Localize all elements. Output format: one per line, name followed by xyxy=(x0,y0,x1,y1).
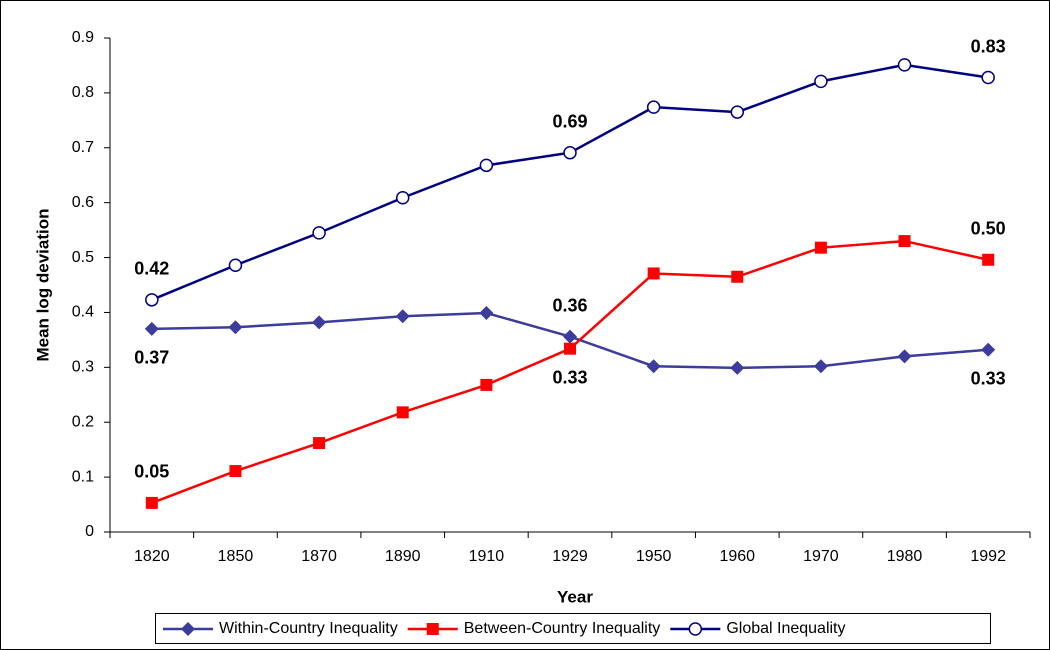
x-tick-label: 1820 xyxy=(134,548,170,565)
x-tick-label: 1992 xyxy=(970,548,1006,565)
marker xyxy=(688,622,703,636)
marker xyxy=(897,58,912,72)
marker xyxy=(563,329,577,344)
marker xyxy=(813,359,828,374)
y-tick-label: 0.6 xyxy=(72,194,94,211)
marker xyxy=(426,623,439,635)
plot-area xyxy=(110,38,1030,532)
marker xyxy=(731,270,744,283)
legend xyxy=(155,613,991,644)
data-label: 0.33 xyxy=(552,367,587,387)
marker xyxy=(564,342,576,355)
marker xyxy=(313,437,326,450)
data-label: 0.50 xyxy=(971,219,1006,239)
marker xyxy=(181,622,195,636)
data-label: 0.33 xyxy=(971,369,1006,389)
marker xyxy=(982,253,995,266)
data-label: 0.37 xyxy=(134,348,169,368)
data-label: 0.36 xyxy=(552,295,587,315)
x-tick-label: 1870 xyxy=(301,548,337,565)
marker xyxy=(145,496,158,509)
y-tick-label: 0.5 xyxy=(72,249,94,266)
x-tick-label: 1850 xyxy=(218,548,254,565)
x-tick-label: 1929 xyxy=(552,548,588,565)
marker xyxy=(228,320,243,335)
marker xyxy=(646,100,661,114)
legend-label: Global Inequality xyxy=(726,620,845,637)
marker xyxy=(981,342,996,357)
y-tick-label: 0.3 xyxy=(72,359,94,376)
y-tick-label: 0 xyxy=(85,523,94,540)
marker xyxy=(814,74,828,89)
data-label: 0.69 xyxy=(552,111,587,131)
marker xyxy=(897,349,912,364)
y-tick-label: 0.2 xyxy=(72,413,94,430)
y-tick-label: 0.1 xyxy=(72,468,94,485)
marker xyxy=(480,378,493,391)
marker xyxy=(312,315,327,330)
x-tick-label: 1970 xyxy=(803,548,839,565)
marker xyxy=(647,267,660,280)
marker xyxy=(229,465,242,478)
marker xyxy=(730,105,745,119)
x-axis-title: Year xyxy=(557,587,593,606)
marker xyxy=(395,190,410,205)
x-tick-label: 1950 xyxy=(636,548,672,565)
marker xyxy=(814,241,827,254)
x-tick-label: 1980 xyxy=(887,548,923,565)
marker xyxy=(396,406,409,419)
marker xyxy=(395,309,410,324)
y-axis-title: Mean log deviation xyxy=(33,208,52,361)
x-tick-label: 1890 xyxy=(385,548,421,565)
marker xyxy=(981,70,995,85)
y-tick-label: 0.7 xyxy=(72,139,94,156)
y-tick-label: 0.8 xyxy=(72,84,94,101)
marker xyxy=(144,321,159,336)
marker xyxy=(646,359,661,374)
marker xyxy=(479,158,494,173)
y-tick-label: 0.9 xyxy=(72,29,94,46)
marker xyxy=(479,305,494,320)
x-tick-label: 1910 xyxy=(469,548,505,565)
marker xyxy=(563,145,577,160)
marker xyxy=(145,293,159,307)
marker xyxy=(228,258,243,272)
marker xyxy=(898,235,911,248)
legend-label: Between-Country Inequality xyxy=(464,620,661,637)
y-tick-label: 0.4 xyxy=(72,304,94,321)
x-tick-label: 1960 xyxy=(719,548,755,565)
marker xyxy=(730,360,745,375)
data-label: 0.05 xyxy=(134,462,169,482)
data-label: 0.42 xyxy=(134,259,169,279)
legend-label: Within-Country Inequality xyxy=(219,620,398,637)
data-label: 0.83 xyxy=(971,36,1006,56)
marker xyxy=(312,226,326,240)
